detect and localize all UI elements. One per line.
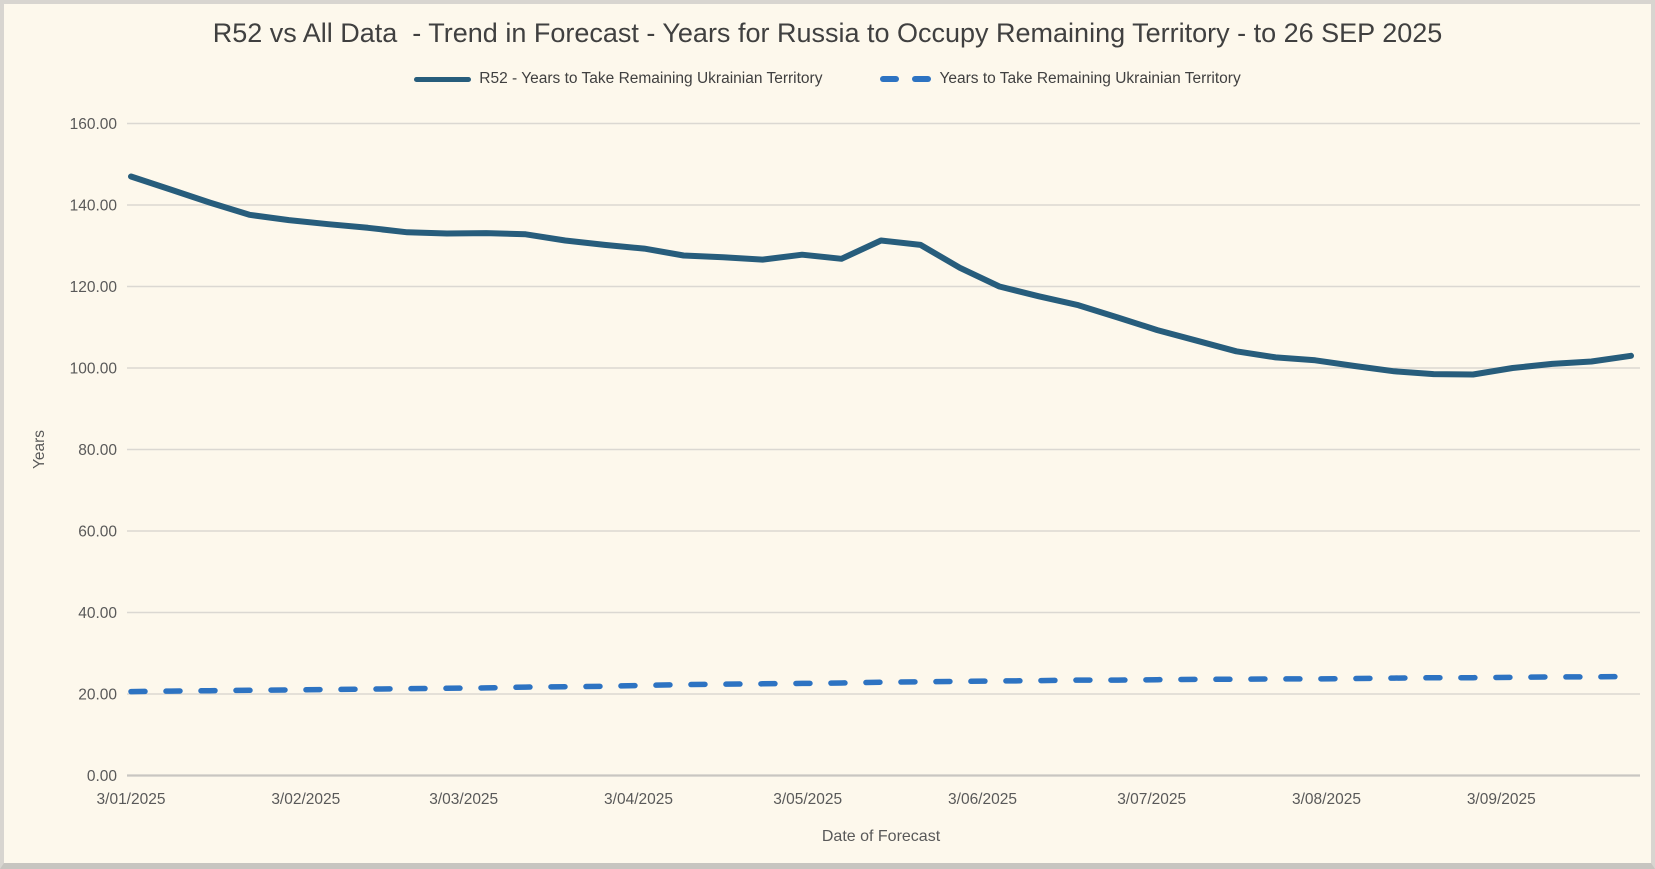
legend: R52 - Years to Take Remaining Ukrainian … [4, 70, 1651, 88]
y-tick-label: 20.00 [78, 686, 117, 703]
y-tick-label: 120.00 [70, 279, 118, 296]
x-tick-label: 3/01/2025 [97, 791, 166, 808]
series-line-alldata [128, 673, 1634, 695]
chart-title: R52 vs All Data - Trend in Forecast - Ye… [212, 18, 1443, 48]
y-axis-title: Years [31, 430, 48, 469]
legend-label-alldata: Years to Take Remaining Ukrainian Territ… [939, 70, 1241, 87]
x-tick-label: 3/05/2025 [773, 791, 842, 808]
y-tick-label: 160.00 [70, 116, 118, 133]
x-tick-label: 3/07/2025 [1117, 791, 1186, 808]
y-tick-label: 0.00 [87, 768, 118, 785]
x-tick-label: 3/06/2025 [948, 791, 1017, 808]
y-tick-label: 60.00 [78, 523, 117, 540]
y-tick-label: 100.00 [70, 360, 118, 377]
y-tick-label: 80.00 [78, 442, 117, 459]
line-chart-plot-area: 0.00 20.00 40.00 60.00 80.00 100.00 120.00 140.… [31, 116, 1640, 845]
x-tick-label: 3/09/2025 [1467, 791, 1536, 808]
x-tick-label: 3/02/2025 [271, 791, 340, 808]
x-tick-label: 3/08/2025 [1292, 791, 1361, 808]
legend-label-r52: R52 - Years to Take Remaining Ukrainian … [479, 70, 823, 87]
y-tick-label: 40.00 [78, 605, 117, 622]
solid-line-swatch-icon [414, 76, 472, 82]
y-tick-label: 140.00 [70, 197, 118, 214]
x-tick-label: 3/04/2025 [604, 791, 673, 808]
x-axis-title: Date of Forecast [822, 828, 941, 845]
dashed-line-swatch-icon [880, 76, 932, 82]
legend-item-alldata: Years to Take Remaining Ukrainian Territ… [880, 70, 1241, 88]
series-line-r52 [128, 173, 1634, 378]
legend-item-r52: R52 - Years to Take Remaining Ukrainian … [414, 70, 822, 88]
x-tick-label: 3/03/2025 [429, 791, 498, 808]
